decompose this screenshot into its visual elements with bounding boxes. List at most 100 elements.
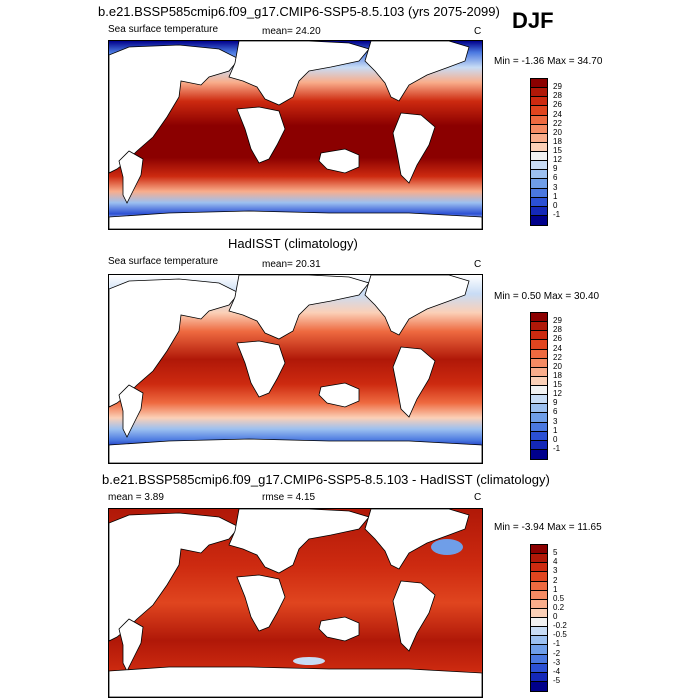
colorbar-cell [531,197,547,207]
colorbar-cell [531,654,547,664]
colorbar-tick-label: 1 [553,191,558,201]
colorbar-tick-label: -4 [553,666,561,676]
colorbar-cell [531,618,547,628]
colorbar-cell [531,206,547,216]
colorbar-cell [531,627,547,637]
colorbar-cell [531,413,547,423]
colorbar-tick-label: 3 [553,416,558,426]
panel-2-mean-label: mean= 20.31 [262,259,321,270]
panel-3-map [108,508,483,698]
colorbar-tick-label: 12 [553,389,562,399]
colorbar-cell [531,608,547,618]
colorbar-cell [531,313,547,323]
colorbar-cell [531,170,547,180]
colorbar-cell [531,188,547,198]
colorbar-tick-label: -2 [553,648,561,658]
colorbar-cell [531,124,547,134]
colorbar-cell [531,672,547,682]
colorbar-cell [531,215,547,225]
panel-1-units: C [474,26,482,37]
panel-3-rmse-label: rmse = 4.15 [262,492,316,503]
panel-1-title: b.e21.BSSP585cmip6.f09_g17.CMIP6-SSP5-8.… [98,4,500,19]
colorbar-tick-label: 15 [553,380,562,389]
colorbar-tick-label: 20 [553,361,562,371]
colorbar-tick-label: 28 [553,91,562,101]
colorbar-tick-label: 26 [553,100,562,110]
colorbar-cell [531,422,547,432]
colorbar-tick-label: 29 [553,316,562,326]
colorbar-cell [531,554,547,564]
colorbar-cell [531,440,547,450]
colorbar-cell [531,106,547,116]
colorbar-cell [531,133,547,143]
colorbar-cell [531,431,547,441]
colorbar-cell [531,161,547,171]
colorbar-cell [531,358,547,368]
colorbar-cell [531,97,547,107]
colorbar-cell [531,590,547,600]
panel-1-map [108,40,483,230]
colorbar-cell [531,572,547,582]
colorbar-tick-label: -1 [553,639,561,649]
colorbar-cell [531,449,547,459]
colorbar-cell [531,581,547,591]
colorbar-tick-label: -5 [553,675,561,685]
colorbar-cell [531,331,547,341]
season-label: DJF [512,8,554,33]
colorbar-tick-label: 0 [553,200,558,210]
panel-2-minmax: Min = 0.50 Max = 30.40 [494,291,600,302]
colorbar-cell [531,115,547,125]
panel-1-colorbar [530,78,548,226]
colorbar-cell [531,79,547,89]
panel-3-title: b.e21.BSSP585cmip6.f09_g17.CMIP6-SSP5-8.… [102,472,550,487]
colorbar-cell [531,395,547,405]
colorbar-cell [531,322,547,332]
colorbar-cell [531,88,547,98]
panel-2-colorbar [530,312,548,460]
colorbar-tick-label: 28 [553,325,562,335]
colorbar-tick-label: 20 [553,127,562,137]
panel-1-minmax: Min = -1.36 Max = 34.70 [494,56,603,67]
colorbar-cell [531,340,547,350]
colorbar-tick-label: -3 [553,657,561,667]
colorbar-tick-label: 6 [553,407,558,417]
colorbar-tick-label: 0 [553,434,558,444]
panel-2-title: HadISST (climatology) [228,236,358,251]
colorbar-tick-label: 18 [553,136,562,146]
colorbar-tick-label: -0.5 [553,630,567,640]
colorbar-tick-label: 18 [553,370,562,380]
colorbar-tick-label: 3 [553,566,558,576]
colorbar-cell [531,386,547,396]
colorbar-cell [531,681,547,691]
colorbar-cell [531,645,547,655]
colorbar-cell [531,152,547,162]
colorbar-tick-label: 3 [553,182,558,192]
panel-3-mean-label: mean = 3.89 [108,492,164,503]
colorbar-cell [531,599,547,609]
colorbar-tick-label: 2 [553,575,558,585]
panel-2-variable-label: Sea surface temperature [108,256,219,267]
colorbar-tick-label: -0.2 [553,621,567,631]
colorbar-tick-label: 29 [553,82,562,92]
panel-2-map [108,274,483,464]
panel-3-minmax: Min = -3.94 Max = 11.65 [494,522,602,533]
colorbar-tick-label: 1 [553,425,558,435]
colorbar-tick-label: 1 [553,584,558,594]
colorbar-cell [531,349,547,359]
colorbar-tick-label: 9 [553,398,558,408]
colorbar-cell [531,179,547,189]
colorbar-tick-label: 26 [553,334,562,344]
colorbar-cell [531,545,547,555]
colorbar-tick-label: 4 [553,557,558,567]
colorbar-tick-label: 0.5 [553,593,565,603]
colorbar-tick-label: 24 [553,109,562,119]
colorbar-cell [531,636,547,646]
colorbar-tick-label: 9 [553,164,558,174]
colorbar-tick-label: 22 [553,118,562,128]
colorbar-cell [531,663,547,673]
colorbar-tick-label: 6 [553,173,558,183]
colorbar-tick-label: 12 [553,155,562,165]
colorbar-tick-label: 22 [553,352,562,362]
colorbar-tick-label: -1 [553,443,561,453]
colorbar-tick-label: -1 [553,209,561,219]
